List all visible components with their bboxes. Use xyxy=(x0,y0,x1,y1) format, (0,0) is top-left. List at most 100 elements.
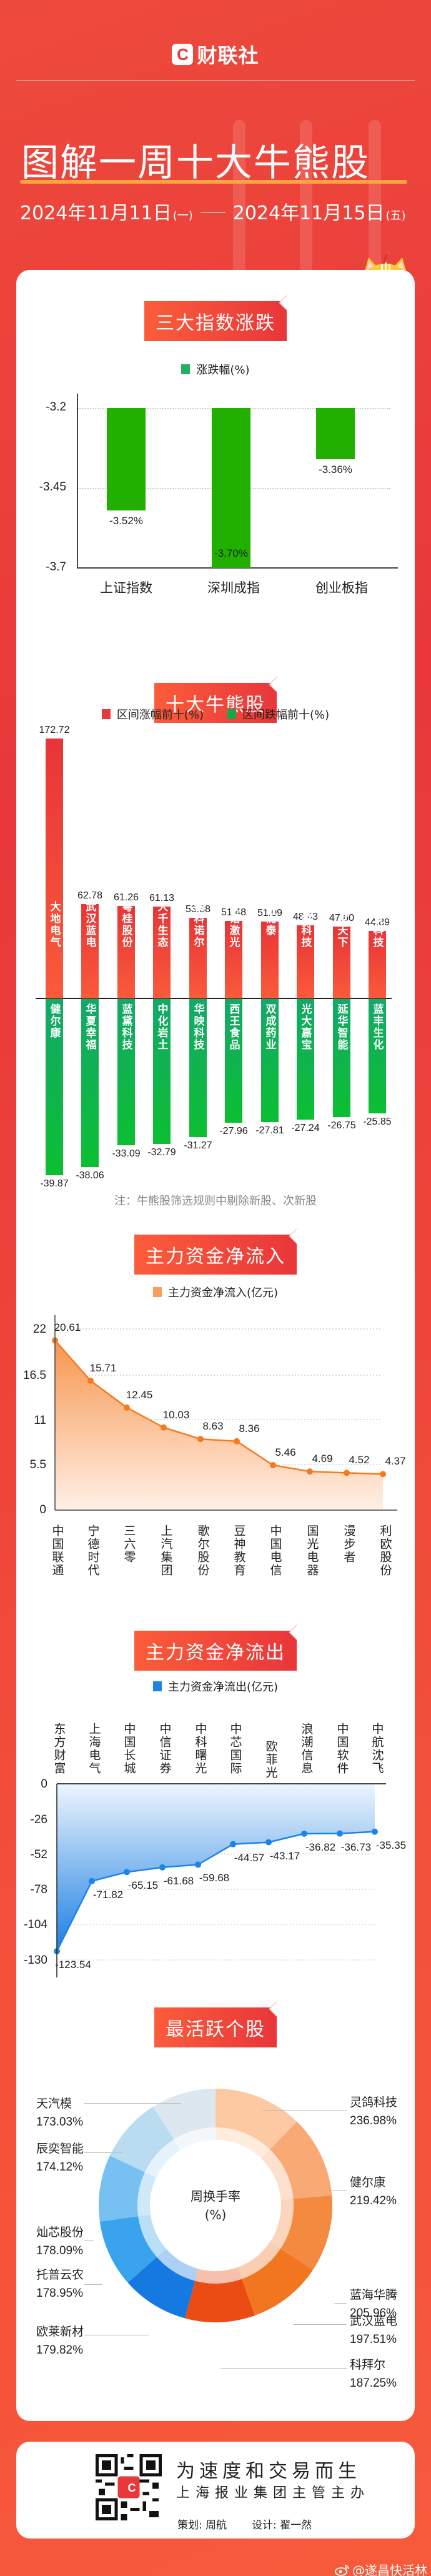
bear-stock-name: 中化岩土 xyxy=(155,1003,168,1051)
donut-stock-value: 179.82% xyxy=(36,2344,84,2357)
outflow-value: -123.54 xyxy=(55,1958,91,1971)
y-tick: -3.7 xyxy=(46,560,66,574)
bear-bar xyxy=(369,999,386,1113)
y-tick: -26 xyxy=(30,1813,47,1826)
inflow-value: 4.52 xyxy=(349,1454,370,1466)
legend-item: 涨跌幅(%) xyxy=(181,361,250,377)
outflow-stock-name: 欧菲光 xyxy=(264,1740,278,1779)
bull-bar xyxy=(261,921,279,998)
outflow-stock-name: 中航沈飞 xyxy=(370,1723,384,1775)
inflow-stock-name: 中国联通 xyxy=(50,1524,64,1577)
inflow-stock-name: 豆神教育 xyxy=(232,1524,246,1577)
y-tick: -3.2 xyxy=(46,400,66,414)
designer-label: 设计: xyxy=(252,2519,277,2532)
brand-logo: C 财联社 xyxy=(0,40,431,69)
bull-stock-name: 纳科诺尔 xyxy=(191,901,204,948)
inflow-stock-name: 歌尔股份 xyxy=(196,1524,210,1577)
donut-legend-item: 欧莱新材 179.82% xyxy=(36,2322,84,2360)
donut-stock-name: 灿芯股份 xyxy=(36,2225,84,2239)
donut-stock-name: 欧莱新材 xyxy=(36,2325,84,2339)
bull-value: 48.43 xyxy=(292,912,319,923)
bull-value: 44.89 xyxy=(364,917,390,928)
footer-designer: 设计: 翟一然 xyxy=(252,2516,312,2532)
inflow-stock-name: 宁德时代 xyxy=(86,1524,100,1577)
legend-swatch xyxy=(152,1681,162,1691)
bull-bar xyxy=(46,738,63,998)
x-category: 上证指数 xyxy=(100,580,152,595)
bull-bar xyxy=(297,925,314,998)
bear-value: -32.79 xyxy=(147,1146,176,1158)
index-x-axis xyxy=(77,567,398,569)
brand-c-icon: C xyxy=(172,44,194,65)
legend-swatch xyxy=(181,364,191,374)
inflow-stock-name: 利欧股份 xyxy=(378,1524,392,1577)
date-start-weekday: (一) xyxy=(172,209,193,222)
bear-bar xyxy=(81,999,99,1168)
inflow-value: 20.61 xyxy=(54,1321,81,1334)
inflow-value: 10.03 xyxy=(162,1408,190,1421)
outflow-stock-name: 东方财富 xyxy=(52,1723,66,1775)
donut-stock-value: 173.03% xyxy=(36,2116,84,2129)
bull-stock-name: 和而泰 xyxy=(263,901,276,937)
outflow-value: -43.17 xyxy=(269,1849,300,1862)
planner-label: 策划: xyxy=(177,2519,202,2532)
bull-bear-note: 注：牛熊股筛选规则中剔除新股、次新股 xyxy=(114,1195,317,1208)
bull-stock-name: 大千生态 xyxy=(155,901,168,948)
donut-stock-value: 178.95% xyxy=(36,2287,84,2300)
donut-stock-name: 灵鸽科技 xyxy=(350,2096,398,2109)
bull-bar xyxy=(153,906,171,998)
bull-bar xyxy=(117,906,135,998)
bull-stock-name: 武汉蓝电 xyxy=(83,901,96,948)
outflow-value: -44.57 xyxy=(234,1851,265,1864)
outflow-value: -65.15 xyxy=(127,1879,159,1892)
inflow-value: 4.69 xyxy=(312,1453,333,1465)
bar-chinext xyxy=(316,408,355,459)
inflow-value: 8.36 xyxy=(239,1422,260,1435)
bear-stock-name: 西王食品 xyxy=(227,1003,240,1051)
donut-stock-value: 187.25% xyxy=(350,2377,397,2390)
bull-bar xyxy=(225,921,242,998)
donut-stock-value: 174.12% xyxy=(36,2161,84,2174)
bear-bar xyxy=(297,999,314,1120)
bull-stock-name: 粤桂股份 xyxy=(119,901,132,948)
footer-planner: 策划: 周航 xyxy=(177,2516,227,2532)
bull-value: 51.09 xyxy=(257,907,283,918)
bull-bar xyxy=(333,927,350,998)
y-tick: -52 xyxy=(30,1848,47,1861)
section-header-active: 最活跃个股 xyxy=(0,2007,431,2047)
qr-code-icon[interactable] xyxy=(96,2454,162,2520)
donut-stock-name: 武汉蓝电 xyxy=(350,2314,398,2328)
date-start: 2024年11月11日 xyxy=(20,202,172,224)
legend-swatch xyxy=(101,709,111,719)
leader-line xyxy=(334,2303,347,2304)
outflow-value: -36.73 xyxy=(340,1841,372,1853)
inflow-stock-name: 国光电器 xyxy=(305,1524,319,1577)
donut-stock-name: 科拜尔 xyxy=(350,2358,386,2372)
inflow-area-chart xyxy=(52,1315,397,1511)
donut-stock-value: 197.51% xyxy=(350,2333,397,2346)
bar-value: -3.70% xyxy=(214,547,248,559)
bear-bar xyxy=(333,999,350,1118)
bull-stock-name: 英诺激光 xyxy=(227,901,240,948)
bull-bear-legend: 区间涨幅前十(%) 区间跌幅前十(%) xyxy=(0,706,431,722)
bar-value: -3.52% xyxy=(109,515,143,527)
weibo-handle: @遂昌快活林 xyxy=(352,2563,427,2576)
donut-legend-item: 托普云农 178.95% xyxy=(36,2265,84,2303)
outflow-stock-name: 中科曙光 xyxy=(193,1723,207,1775)
legend-item: 主力资金净流出(亿元) xyxy=(152,1678,278,1694)
bear-value: -25.85 xyxy=(363,1116,392,1127)
donut-stock-value: 205.96% xyxy=(350,2307,397,2320)
date-dash xyxy=(200,212,225,213)
date-end-weekday: (五) xyxy=(385,209,406,222)
weibo-icon xyxy=(335,2564,349,2576)
index-y-axis xyxy=(77,394,78,568)
legend-label: 主力资金净流入(亿元) xyxy=(167,1286,279,1300)
bear-value: -27.24 xyxy=(291,1122,320,1133)
bull-bar xyxy=(369,930,386,998)
section-title: 最活跃个股 xyxy=(154,2007,277,2047)
legend-item: 主力资金净流入(亿元) xyxy=(152,1284,279,1300)
donut-center-label: 周换手率 (%) xyxy=(184,2187,247,2224)
section-title: 主力资金净流出 xyxy=(134,1631,297,1671)
bull-stock-name: 三友科技 xyxy=(370,901,384,948)
outflow-value: -36.82 xyxy=(305,1841,336,1853)
